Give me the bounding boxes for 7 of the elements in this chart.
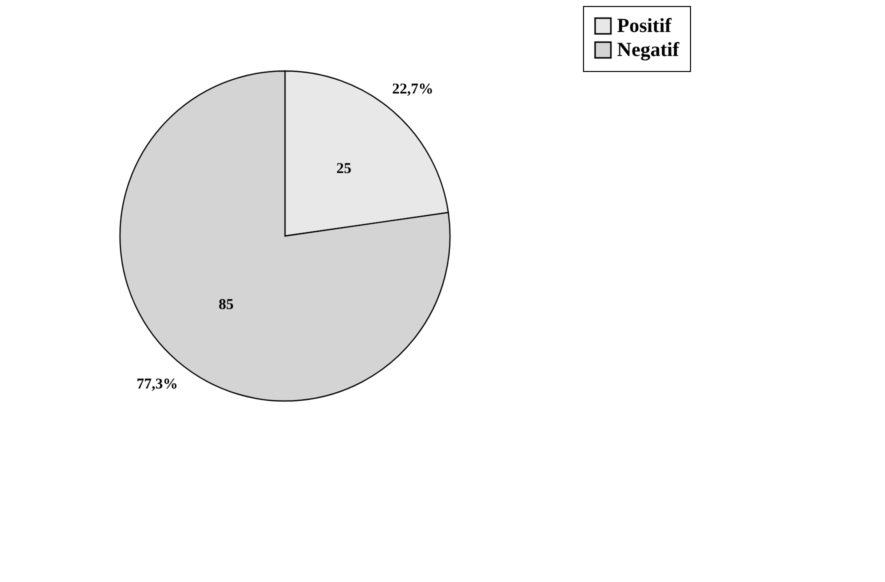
legend-label: Negatif (617, 39, 680, 61)
pie-slice (120, 70, 451, 402)
data-label: 85 (218, 297, 234, 314)
data-label: 25 (336, 160, 352, 177)
text: 22,7% (392, 82, 434, 98)
legend-label: Positif (617, 15, 672, 37)
text: 77,3% (136, 376, 178, 392)
